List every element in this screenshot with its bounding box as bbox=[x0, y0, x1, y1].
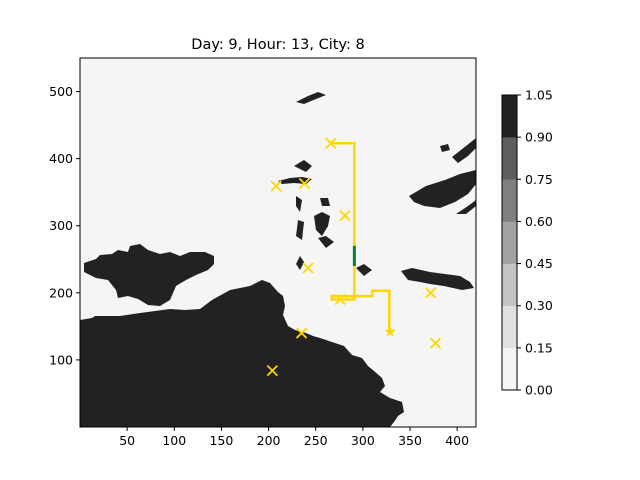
city-markers bbox=[266, 137, 442, 377]
x-tick-label: 350 bbox=[398, 433, 422, 448]
route-line bbox=[330, 141, 391, 332]
city-marker-stroke bbox=[295, 327, 308, 339]
colorbar-band bbox=[502, 305, 517, 349]
city-marker bbox=[298, 177, 311, 190]
city-marker-stroke bbox=[429, 337, 442, 349]
north-island-5 bbox=[318, 236, 334, 248]
land-contours bbox=[80, 92, 476, 427]
colorbar-tick-label: 0.45 bbox=[525, 256, 553, 271]
y-tick-label: 300 bbox=[49, 218, 73, 233]
main-landmass bbox=[80, 280, 404, 427]
city-marker bbox=[429, 337, 442, 349]
chart-title: Day: 9, Hour: 13, City: 8 bbox=[191, 37, 364, 53]
northeast-island-1 bbox=[452, 138, 476, 163]
colorbar-tick-label: 0.30 bbox=[525, 298, 553, 313]
x-tick-label: 200 bbox=[257, 433, 281, 448]
colorbar-band bbox=[502, 221, 517, 264]
city-marker-stroke bbox=[325, 137, 337, 149]
city-marker-stroke bbox=[339, 210, 351, 222]
city-marker-stroke bbox=[298, 177, 311, 190]
colorbar-frame bbox=[501, 94, 518, 391]
city-marker bbox=[270, 180, 282, 192]
plot-frame bbox=[79, 57, 477, 428]
y-tick-label: 400 bbox=[49, 151, 73, 166]
city-marker bbox=[295, 327, 308, 339]
target-star-icon bbox=[384, 325, 396, 337]
x-tick-label: 150 bbox=[209, 433, 233, 448]
northeast-island-2 bbox=[409, 170, 476, 208]
colorbar-band bbox=[502, 347, 517, 391]
city-marker bbox=[302, 262, 314, 274]
colorbar-tick-label: 0.15 bbox=[525, 340, 553, 355]
city-marker bbox=[266, 365, 278, 377]
y-tick-label: 500 bbox=[49, 84, 73, 99]
colorbar-tick-label: 1.05 bbox=[525, 88, 553, 103]
north-island-4 bbox=[314, 212, 330, 236]
colorbar-band bbox=[502, 263, 517, 307]
x-tick-label: 300 bbox=[351, 433, 375, 448]
east-landmass bbox=[401, 268, 474, 290]
city-marker bbox=[339, 210, 351, 222]
city-marker-stroke bbox=[302, 262, 314, 274]
x-tick-label: 100 bbox=[162, 433, 186, 448]
north-island-7 bbox=[296, 220, 304, 240]
y-tick-label: 100 bbox=[49, 352, 73, 367]
y-axis: 100 200 300 400 500 bbox=[49, 84, 80, 367]
city-marker-stroke bbox=[334, 293, 346, 306]
colorbar-band bbox=[502, 137, 517, 180]
mid-island-3 bbox=[440, 144, 450, 152]
colorbar-tick-label: 0.60 bbox=[525, 214, 553, 229]
x-tick-label: 250 bbox=[304, 433, 328, 448]
northeast-island-3 bbox=[456, 200, 476, 214]
colorbar-tick-label: 0.75 bbox=[525, 172, 553, 187]
city-marker bbox=[334, 293, 346, 306]
north-island-6 bbox=[296, 196, 302, 212]
north-island-1 bbox=[296, 92, 326, 104]
mid-island-1 bbox=[296, 256, 304, 270]
north-island-8 bbox=[320, 198, 330, 206]
y-tick-label: 200 bbox=[49, 285, 73, 300]
x-tick-label: 400 bbox=[445, 433, 469, 448]
city-marker bbox=[425, 287, 437, 299]
city-marker-stroke bbox=[266, 365, 278, 377]
city-marker-stroke bbox=[270, 180, 282, 192]
colorbar: 0.00 0.15 0.30 0.45 0.60 0.75 0.90 1.05 bbox=[501, 88, 553, 398]
north-island-3 bbox=[294, 160, 312, 172]
plot-area bbox=[79, 57, 477, 428]
city-marker bbox=[325, 137, 337, 149]
city-marker-stroke bbox=[425, 287, 437, 299]
x-axis: 50 100 150 200 250 300 350 400 bbox=[119, 427, 469, 448]
colorbar-tick-label: 0.90 bbox=[525, 130, 553, 145]
target-city-marker bbox=[384, 325, 396, 337]
colorbar-tick-label: 0.00 bbox=[525, 383, 553, 398]
x-tick-label: 50 bbox=[119, 433, 135, 448]
colorbar-band bbox=[502, 95, 517, 138]
mid-island-2 bbox=[356, 264, 372, 276]
colorbar-band bbox=[502, 179, 517, 222]
upper-landmass bbox=[84, 244, 214, 306]
